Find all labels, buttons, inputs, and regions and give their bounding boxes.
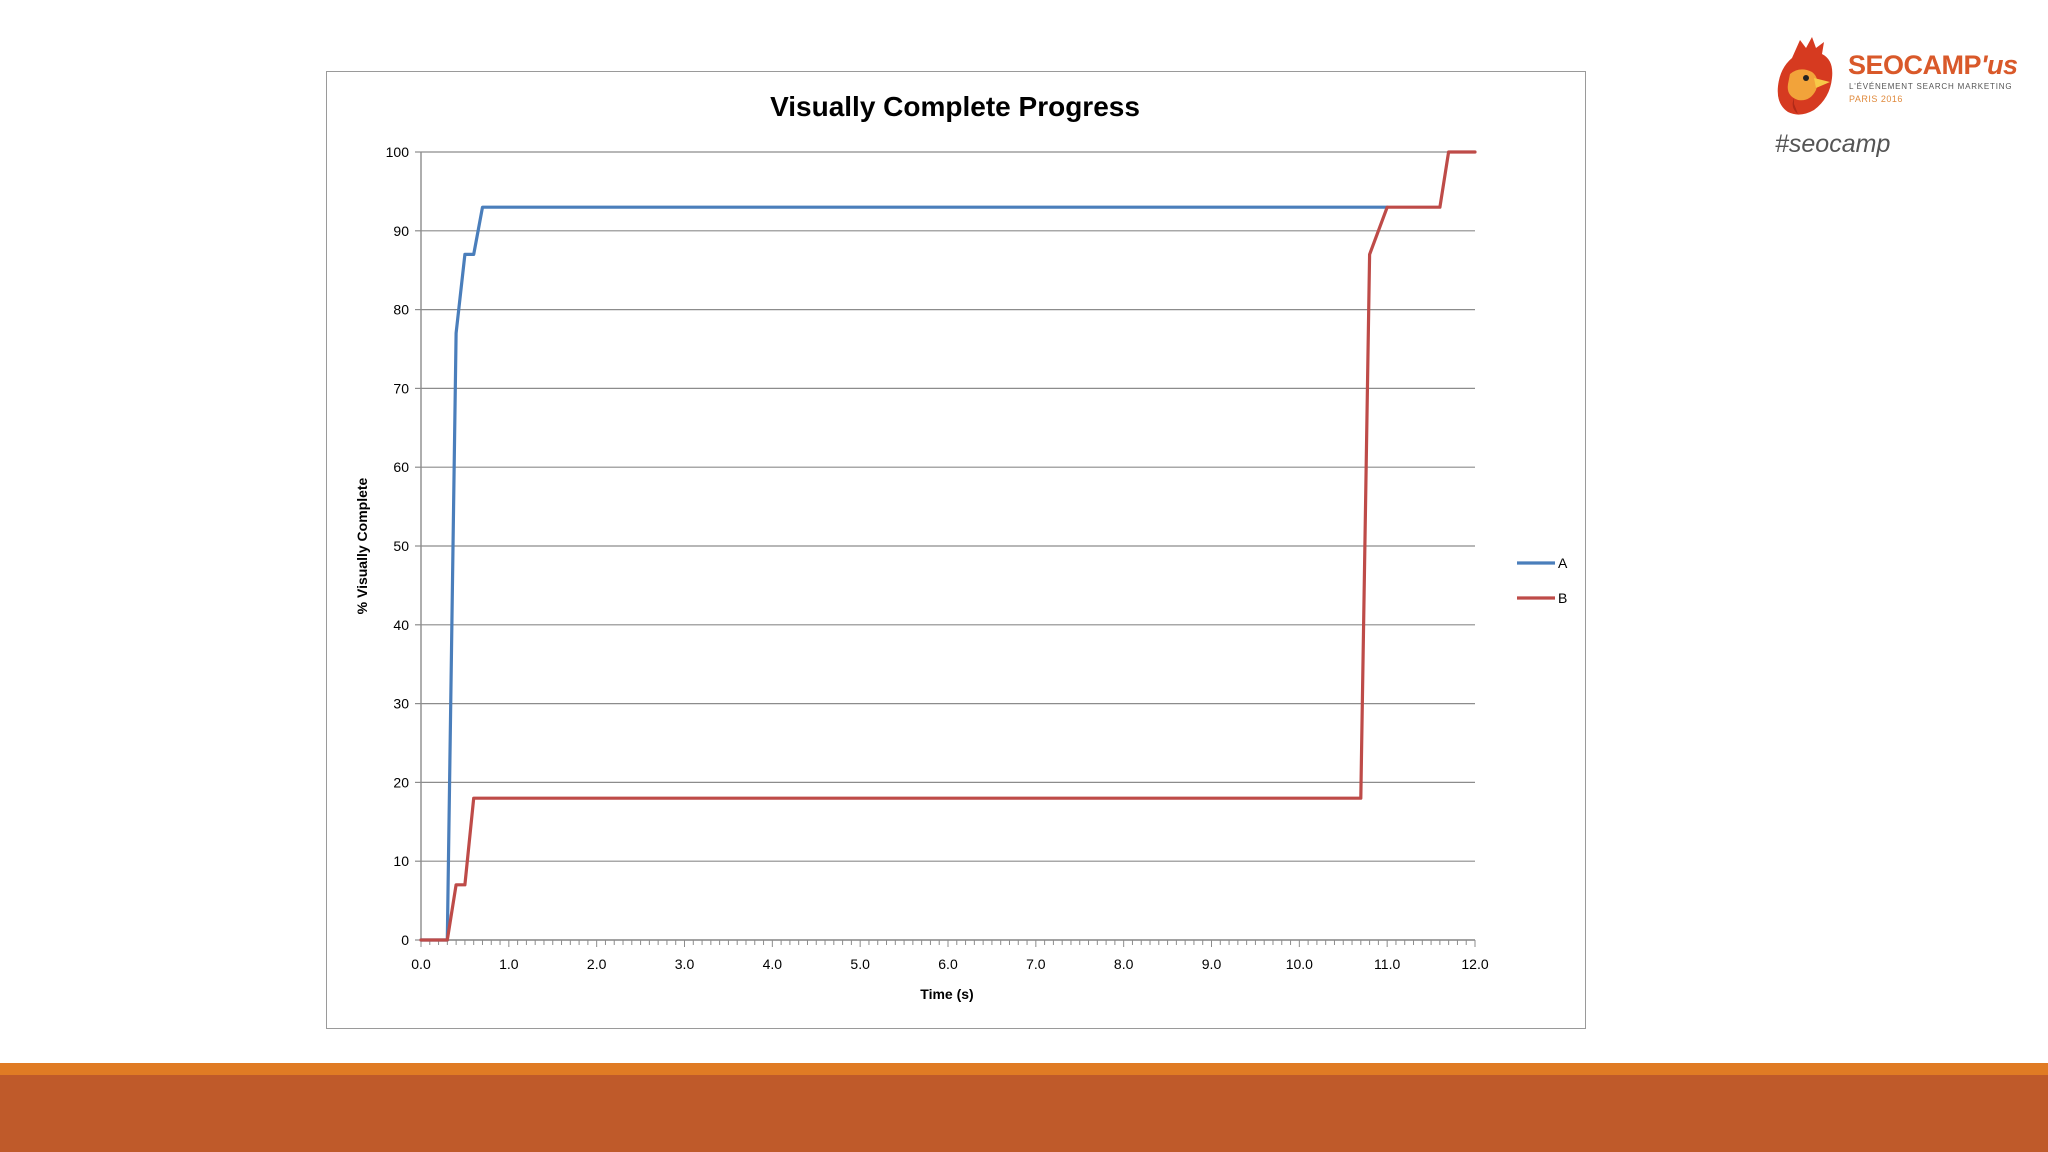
x-tick-label: 12.0 (1461, 956, 1488, 972)
y-tick-label: 90 (393, 223, 409, 239)
x-tick-label: 11.0 (1374, 956, 1400, 972)
x-tick-label: 6.0 (938, 956, 958, 972)
y-tick-label: 0 (401, 932, 409, 948)
x-tick-label: 3.0 (675, 956, 695, 972)
series-line-a (419, 205, 1389, 942)
logo-tagline: L'ÉVÉNEMENT SEARCH MARKETING (1849, 82, 2013, 91)
x-tick-label: 1.0 (499, 956, 519, 972)
x-tick-label: 5.0 (850, 956, 870, 972)
x-tick-label: 10.0 (1286, 956, 1313, 972)
seocamp-logo: SEOCAMP'us L'ÉVÉNEMENT SEARCH MARKETING … (1770, 34, 2018, 124)
y-tick-label: 100 (386, 144, 410, 160)
y-tick-label: 30 (393, 696, 409, 712)
y-tick-label: 20 (393, 774, 409, 790)
y-tick-label: 50 (393, 538, 409, 554)
axes: 0 10 20 30 40 50 60 70 80 90 100 0.0 1.0 2.0 3.0 4.0 5.0… (386, 144, 1489, 972)
hashtag: #seocamp (1775, 130, 1891, 158)
y-tick-label: 10 (393, 853, 409, 869)
y-tick-label: 40 (393, 617, 409, 633)
chart-title: Visually Complete Progress (770, 91, 1140, 122)
x-tick-label: 0.0 (411, 956, 431, 972)
footer-bar (0, 1075, 2048, 1152)
line-chart: Visually Complete Progress 0 10 20 30 40 50 60… (354, 91, 1568, 1002)
logo-city: PARIS 2016 (1849, 94, 1903, 104)
gridlines (421, 151, 1475, 941)
series-line-b (419, 150, 1477, 942)
logo-word-suffix: 'us (1981, 50, 2018, 80)
y-tick-label: 60 (393, 459, 409, 475)
legend-label-b: B (1558, 590, 1567, 606)
logo-word-main: SEOCAMP (1848, 50, 1982, 80)
legend: AB (1517, 555, 1568, 606)
chart-frame: Visually Complete Progress 0 10 20 30 40 50 60… (326, 71, 1586, 1029)
x-tick-label: 9.0 (1202, 956, 1222, 972)
series-lines (419, 150, 1477, 942)
y-axis-label: % Visually Complete (354, 477, 370, 614)
x-tick-label: 2.0 (587, 956, 607, 972)
legend-label-a: A (1558, 555, 1568, 571)
x-tick-label: 7.0 (1026, 956, 1046, 972)
x-axis-label: Time (s) (920, 986, 973, 1002)
y-tick-label: 70 (393, 380, 409, 396)
x-tick-label: 8.0 (1114, 956, 1134, 972)
footer-accent-bar (0, 1063, 2048, 1075)
y-tick-label: 80 (393, 302, 409, 318)
x-tick-label: 4.0 (763, 956, 783, 972)
rooster-icon (1777, 37, 1833, 115)
logo-wordmark: SEOCAMP'us (1848, 50, 2018, 81)
